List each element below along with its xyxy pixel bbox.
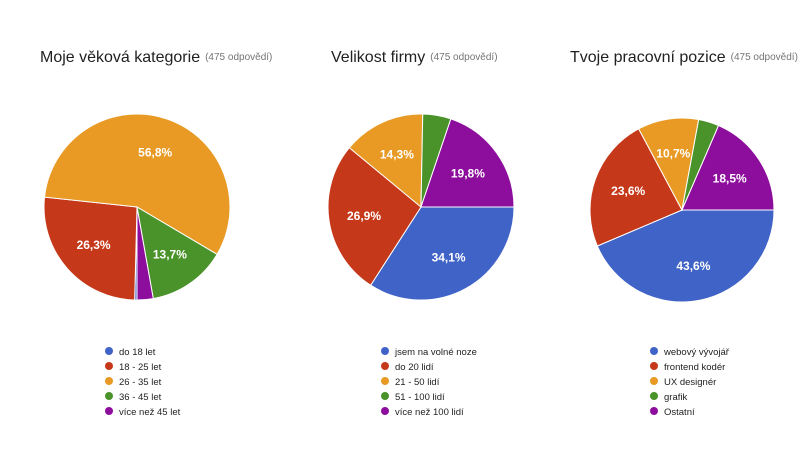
age-pie-chart: 26,3% 56,8% 13,7% [43,113,231,301]
legend-item-ostatni: Ostatní [650,405,729,420]
legend-item-21-50-lidi: 21 - 50 lidí [381,375,477,390]
job-legend: webový vývojář frontend kodér UX designér g… [650,345,729,420]
slice-label-do-20-lidi: 26,9% [347,209,381,223]
pie-slice-26-35-let [43,113,231,256]
company-legend: jsem na volné noze do 20 lidí 21 - 50 lidí… [381,345,477,420]
legend-swatch [650,392,658,400]
company-chart-title: Velikost firmy [331,49,426,66]
legend-swatch [105,377,113,385]
legend-label: 26 - 35 let [119,377,162,388]
legend-item-36-45-let: 36 - 45 let [105,390,180,405]
legend-label: frontend kodér [664,362,726,373]
legend-item-26-35-let: 26 - 35 let [105,375,180,390]
legend-item-vice-nez-100-lidi: více než 100 lidí [381,405,477,420]
legend-swatch [650,362,658,370]
legend-swatch [381,362,389,370]
legend-item-frontend-koder: frontend kodér [650,360,729,375]
legend-item-webovy-vyvojar: webový vývojář [650,345,729,360]
legend-label: webový vývojář [664,347,729,358]
legend-swatch [650,377,658,385]
legend-swatch [381,347,389,355]
company-chart-header: Velikost firmy (475 odpovědí) [331,49,498,67]
job-position-panel: Tvoje pracovní pozice (475 odpovědí) 43,6… [532,0,798,450]
age-category-panel: Moje věková kategorie (475 odpovědí) 26,3… [0,0,272,450]
legend-swatch [105,362,113,370]
slice-label-ostatni: 18,5% [713,172,747,186]
pie-slice-webovy-vyvojar [596,209,775,303]
legend-item-ux-designer: UX designér [650,375,729,390]
slice-labels: 34,1% 26,9% 14,3% 19,8% [347,148,485,265]
legend-swatch [381,407,389,415]
legend-label: do 20 lidí [395,362,434,373]
legend-label: Ostatní [664,407,695,418]
legend-swatch [381,392,389,400]
slice-label-frontend-koder: 23,6% [611,184,645,198]
legend-label: jsem na volné noze [395,347,477,358]
pie-slice-vice-nez-45-let [136,206,154,301]
age-legend: do 18 let 18 - 25 let 26 - 35 let 36 - 45 l… [105,345,180,420]
pie-slice-18-25-let [43,196,138,301]
pie-slice-frontend-koder [589,128,683,247]
age-response-count: (475 odpovědí) [205,52,273,63]
job-chart-header: Tvoje pracovní pozice (475 odpovědí) [570,49,798,67]
legend-label: 21 - 50 lidí [395,377,440,388]
slice-label-webovy-vyvojar: 43,6% [676,259,710,273]
legend-swatch [650,407,658,415]
legend-label: 18 - 25 let [119,362,162,373]
slice-labels: 26,3% 56,8% 13,7% [77,145,188,261]
pie-slice-vice-nez-100-lidi [420,118,515,208]
legend-label: 36 - 45 let [119,392,162,403]
legend-label: grafik [664,392,688,403]
pie-slice-ostatni [681,124,775,211]
job-pie-chart: 43,6% 23,6% 10,7% 18,5% [589,117,775,303]
legend-item-jsem-na-volne-noze: jsem na volné noze [381,345,477,360]
company-pie-chart: 34,1% 26,9% 14,3% 19,8% [327,113,515,301]
slice-label-26-35-let: 56,8% [138,145,172,159]
age-chart-title: Moje věková kategorie [40,49,201,66]
legend-item-vice-nez-45-let: více než 45 let [105,405,180,420]
legend-item-51-100-lidi: 51 - 100 lidí [381,390,477,405]
legend-label: 51 - 100 lidí [395,392,445,403]
pie-slice-do-20-lidi [327,147,422,286]
legend-item-do-18-let: do 18 let [105,345,180,360]
legend-item-18-25-let: 18 - 25 let [105,360,180,375]
legend-item-grafik: grafik [650,390,729,405]
legend-label: více než 45 let [119,407,181,418]
job-response-count: (475 odpovědí) [730,52,798,63]
slice-label-21-50-lidi: 14,3% [380,148,414,162]
slice-label-ux-designer: 10,7% [656,147,690,161]
pie-slice-21-50-lidi [348,113,424,209]
job-chart-title: Tvoje pracovní pozice [570,49,726,66]
slice-label-vice-nez-100-lidi: 19,8% [451,166,485,180]
slice-labels: 43,6% 23,6% 10,7% 18,5% [611,147,747,273]
legend-swatch [650,347,658,355]
company-response-count: (475 odpovědí) [430,52,498,63]
legend-swatch [105,392,113,400]
legend-item-do-20-lidi: do 20 lidí [381,360,477,375]
legend-label: do 18 let [119,347,156,358]
age-chart-header: Moje věková kategorie (475 odpovědí) [40,49,272,67]
slice-label-jsem-na-volne-noze: 34,1% [432,251,466,265]
legend-label: více než 100 lidí [395,407,464,418]
legend-swatch [381,377,389,385]
legend-swatch [105,347,113,355]
slice-label-18-25-let: 26,3% [77,238,111,252]
legend-swatch [105,407,113,415]
company-size-panel: Velikost firmy (475 odpovědí) 34,1% 26,9% 1… [266,0,532,450]
legend-label: UX designér [664,377,717,388]
slice-label-36-45-let: 13,7% [153,247,187,261]
pie-slice-36-45-let [136,206,218,300]
